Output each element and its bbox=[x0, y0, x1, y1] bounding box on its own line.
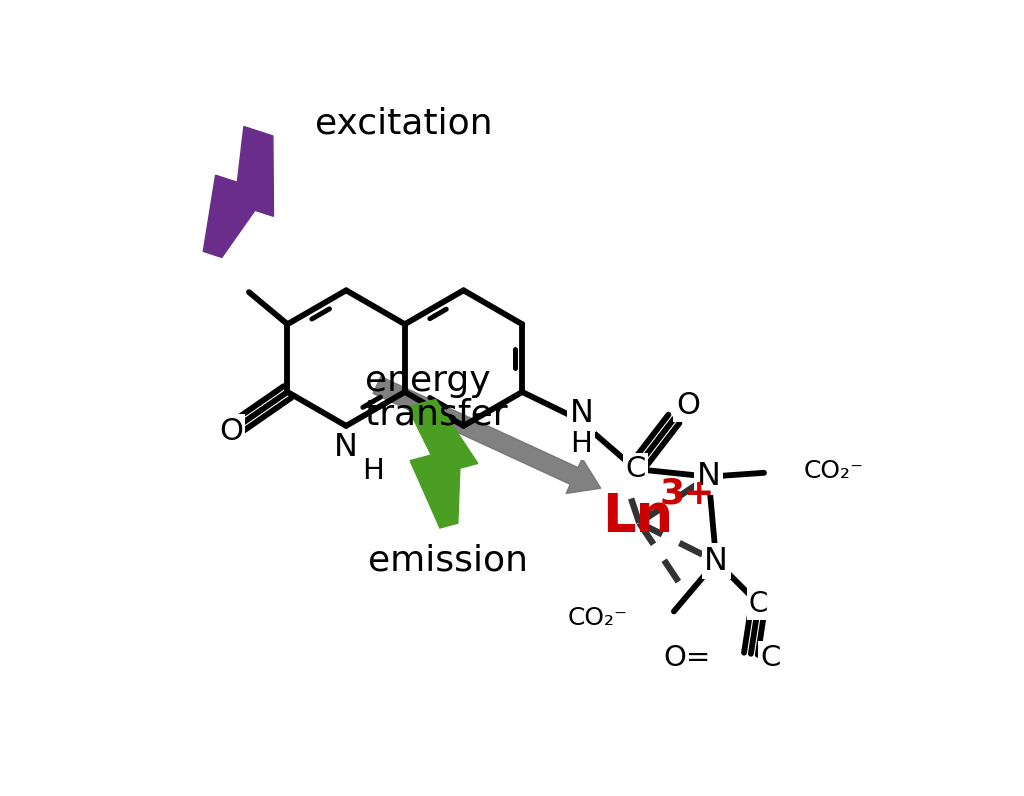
Text: O=: O= bbox=[664, 644, 711, 672]
Text: O: O bbox=[676, 391, 699, 419]
Text: excitation: excitation bbox=[315, 106, 493, 140]
Polygon shape bbox=[204, 127, 273, 257]
Text: C: C bbox=[760, 644, 780, 672]
Text: C: C bbox=[626, 455, 645, 483]
Text: H: H bbox=[570, 430, 593, 458]
Text: Ln: Ln bbox=[602, 491, 673, 544]
Text: O: O bbox=[219, 416, 243, 446]
Text: energy: energy bbox=[366, 365, 492, 398]
Text: 3+: 3+ bbox=[659, 477, 715, 510]
Text: emission: emission bbox=[368, 544, 527, 578]
Text: N: N bbox=[334, 432, 358, 463]
Text: N: N bbox=[705, 546, 728, 577]
Text: transfer: transfer bbox=[366, 397, 508, 431]
Text: CO₂⁻: CO₂⁻ bbox=[804, 458, 864, 482]
Text: N: N bbox=[696, 461, 721, 492]
Text: C: C bbox=[749, 590, 768, 618]
Text: N: N bbox=[569, 398, 594, 429]
Polygon shape bbox=[408, 400, 478, 528]
Text: CO₂⁻: CO₂⁻ bbox=[567, 606, 628, 630]
Text: H: H bbox=[362, 457, 384, 485]
FancyArrow shape bbox=[373, 377, 601, 494]
